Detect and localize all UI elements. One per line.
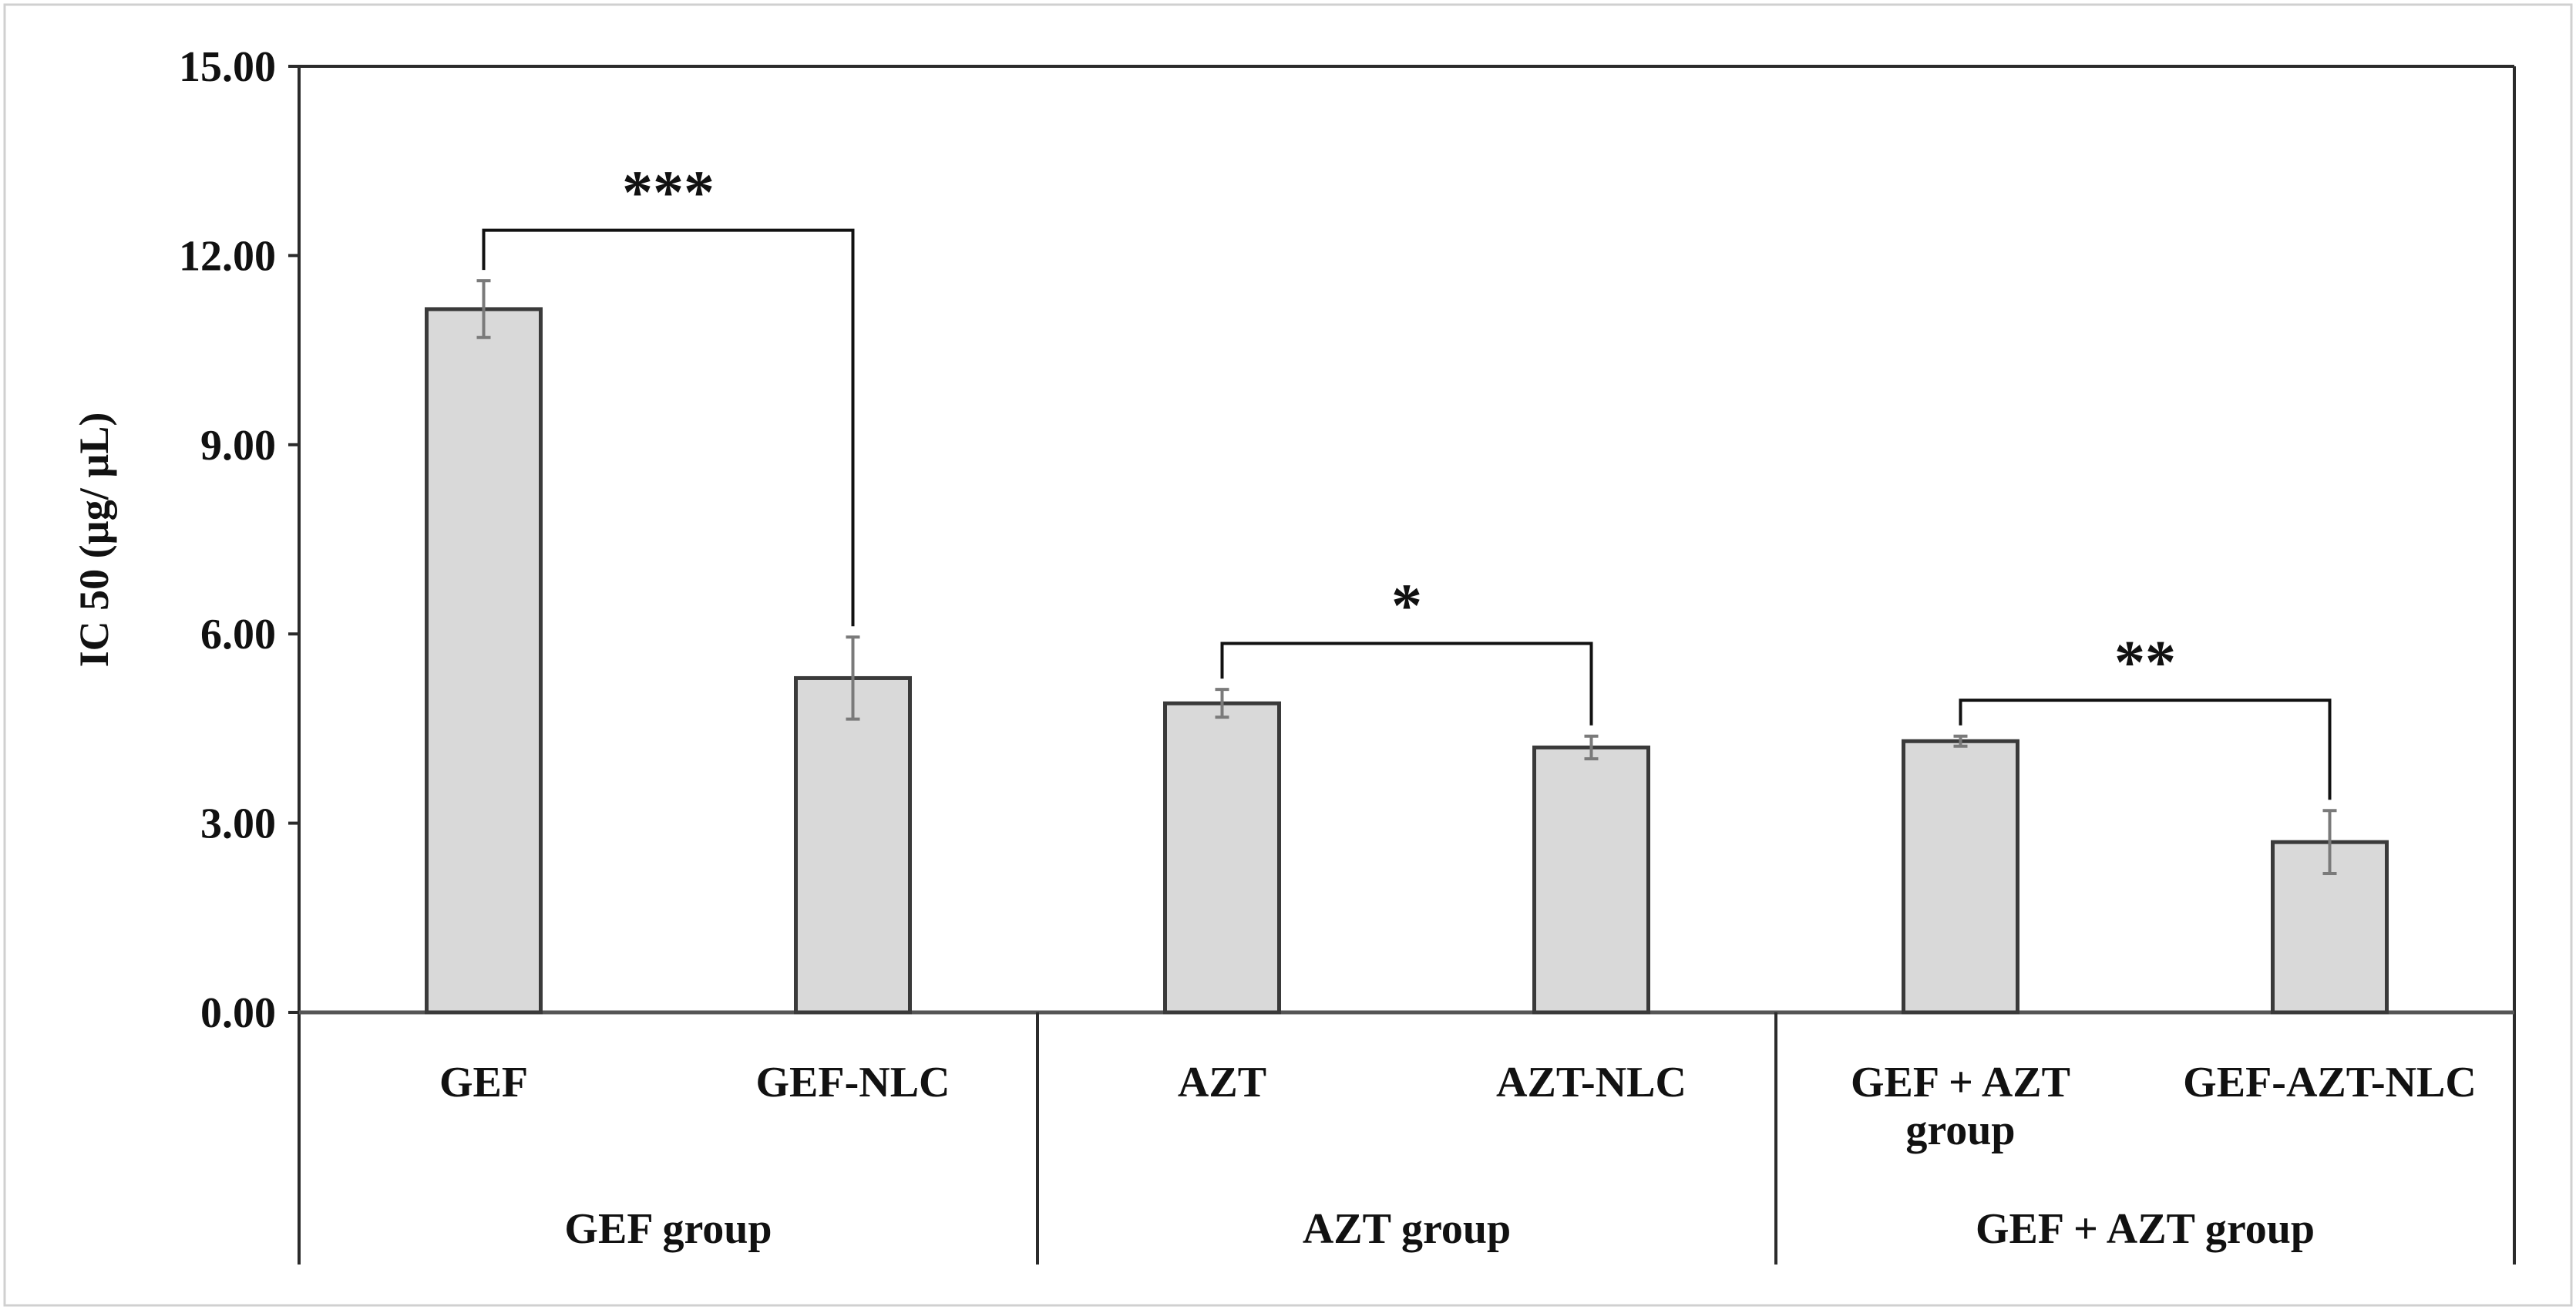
significance-brackets: ****** bbox=[482, 160, 2332, 800]
y-tick-label: 15.00 bbox=[179, 43, 276, 91]
y-axis-title: IC 50 (µg/ µL) bbox=[71, 413, 117, 668]
y-tick-label: 0.00 bbox=[200, 989, 276, 1037]
significance-label: * bbox=[1391, 572, 1422, 640]
y-tick-label: 9.00 bbox=[200, 422, 276, 470]
category-label: AZT-NLC bbox=[1496, 1059, 1687, 1106]
significance-bracket bbox=[1959, 699, 2332, 800]
y-tick-label: 12.00 bbox=[179, 232, 276, 280]
group-label: GEF group bbox=[564, 1205, 772, 1253]
bar bbox=[1532, 745, 1650, 1015]
significance-bracket bbox=[482, 228, 855, 627]
category-label: AZT bbox=[1178, 1059, 1266, 1106]
significance-label: *** bbox=[622, 160, 715, 227]
significance-label: ** bbox=[2114, 629, 2176, 697]
chart-outer-border bbox=[3, 3, 2573, 1307]
category-label: GEF + AZT bbox=[1851, 1059, 2070, 1106]
error-bars bbox=[476, 279, 2337, 876]
bar bbox=[794, 675, 912, 1015]
group-label: AZT group bbox=[1303, 1205, 1511, 1253]
bar bbox=[1163, 701, 1281, 1015]
category-label: GEF-NLC bbox=[756, 1059, 950, 1106]
y-axis: 0.00 3.00 6.00 9.00 12.00 15.00 bbox=[179, 43, 299, 1037]
bar bbox=[425, 307, 543, 1015]
y-tick-label: 3.00 bbox=[200, 800, 276, 848]
y-tick-label: 6.00 bbox=[200, 611, 276, 658]
category-label: GEF-AZT-NLC bbox=[2183, 1059, 2477, 1106]
category-label: GEF bbox=[439, 1059, 528, 1106]
chart-frame bbox=[298, 65, 2516, 1265]
bar bbox=[1902, 739, 2019, 1015]
bar-series bbox=[425, 307, 2389, 1015]
category-label: group bbox=[1905, 1106, 2015, 1154]
group-label: GEF + AZT group bbox=[1976, 1205, 2315, 1253]
significance-bracket bbox=[1220, 642, 1593, 726]
